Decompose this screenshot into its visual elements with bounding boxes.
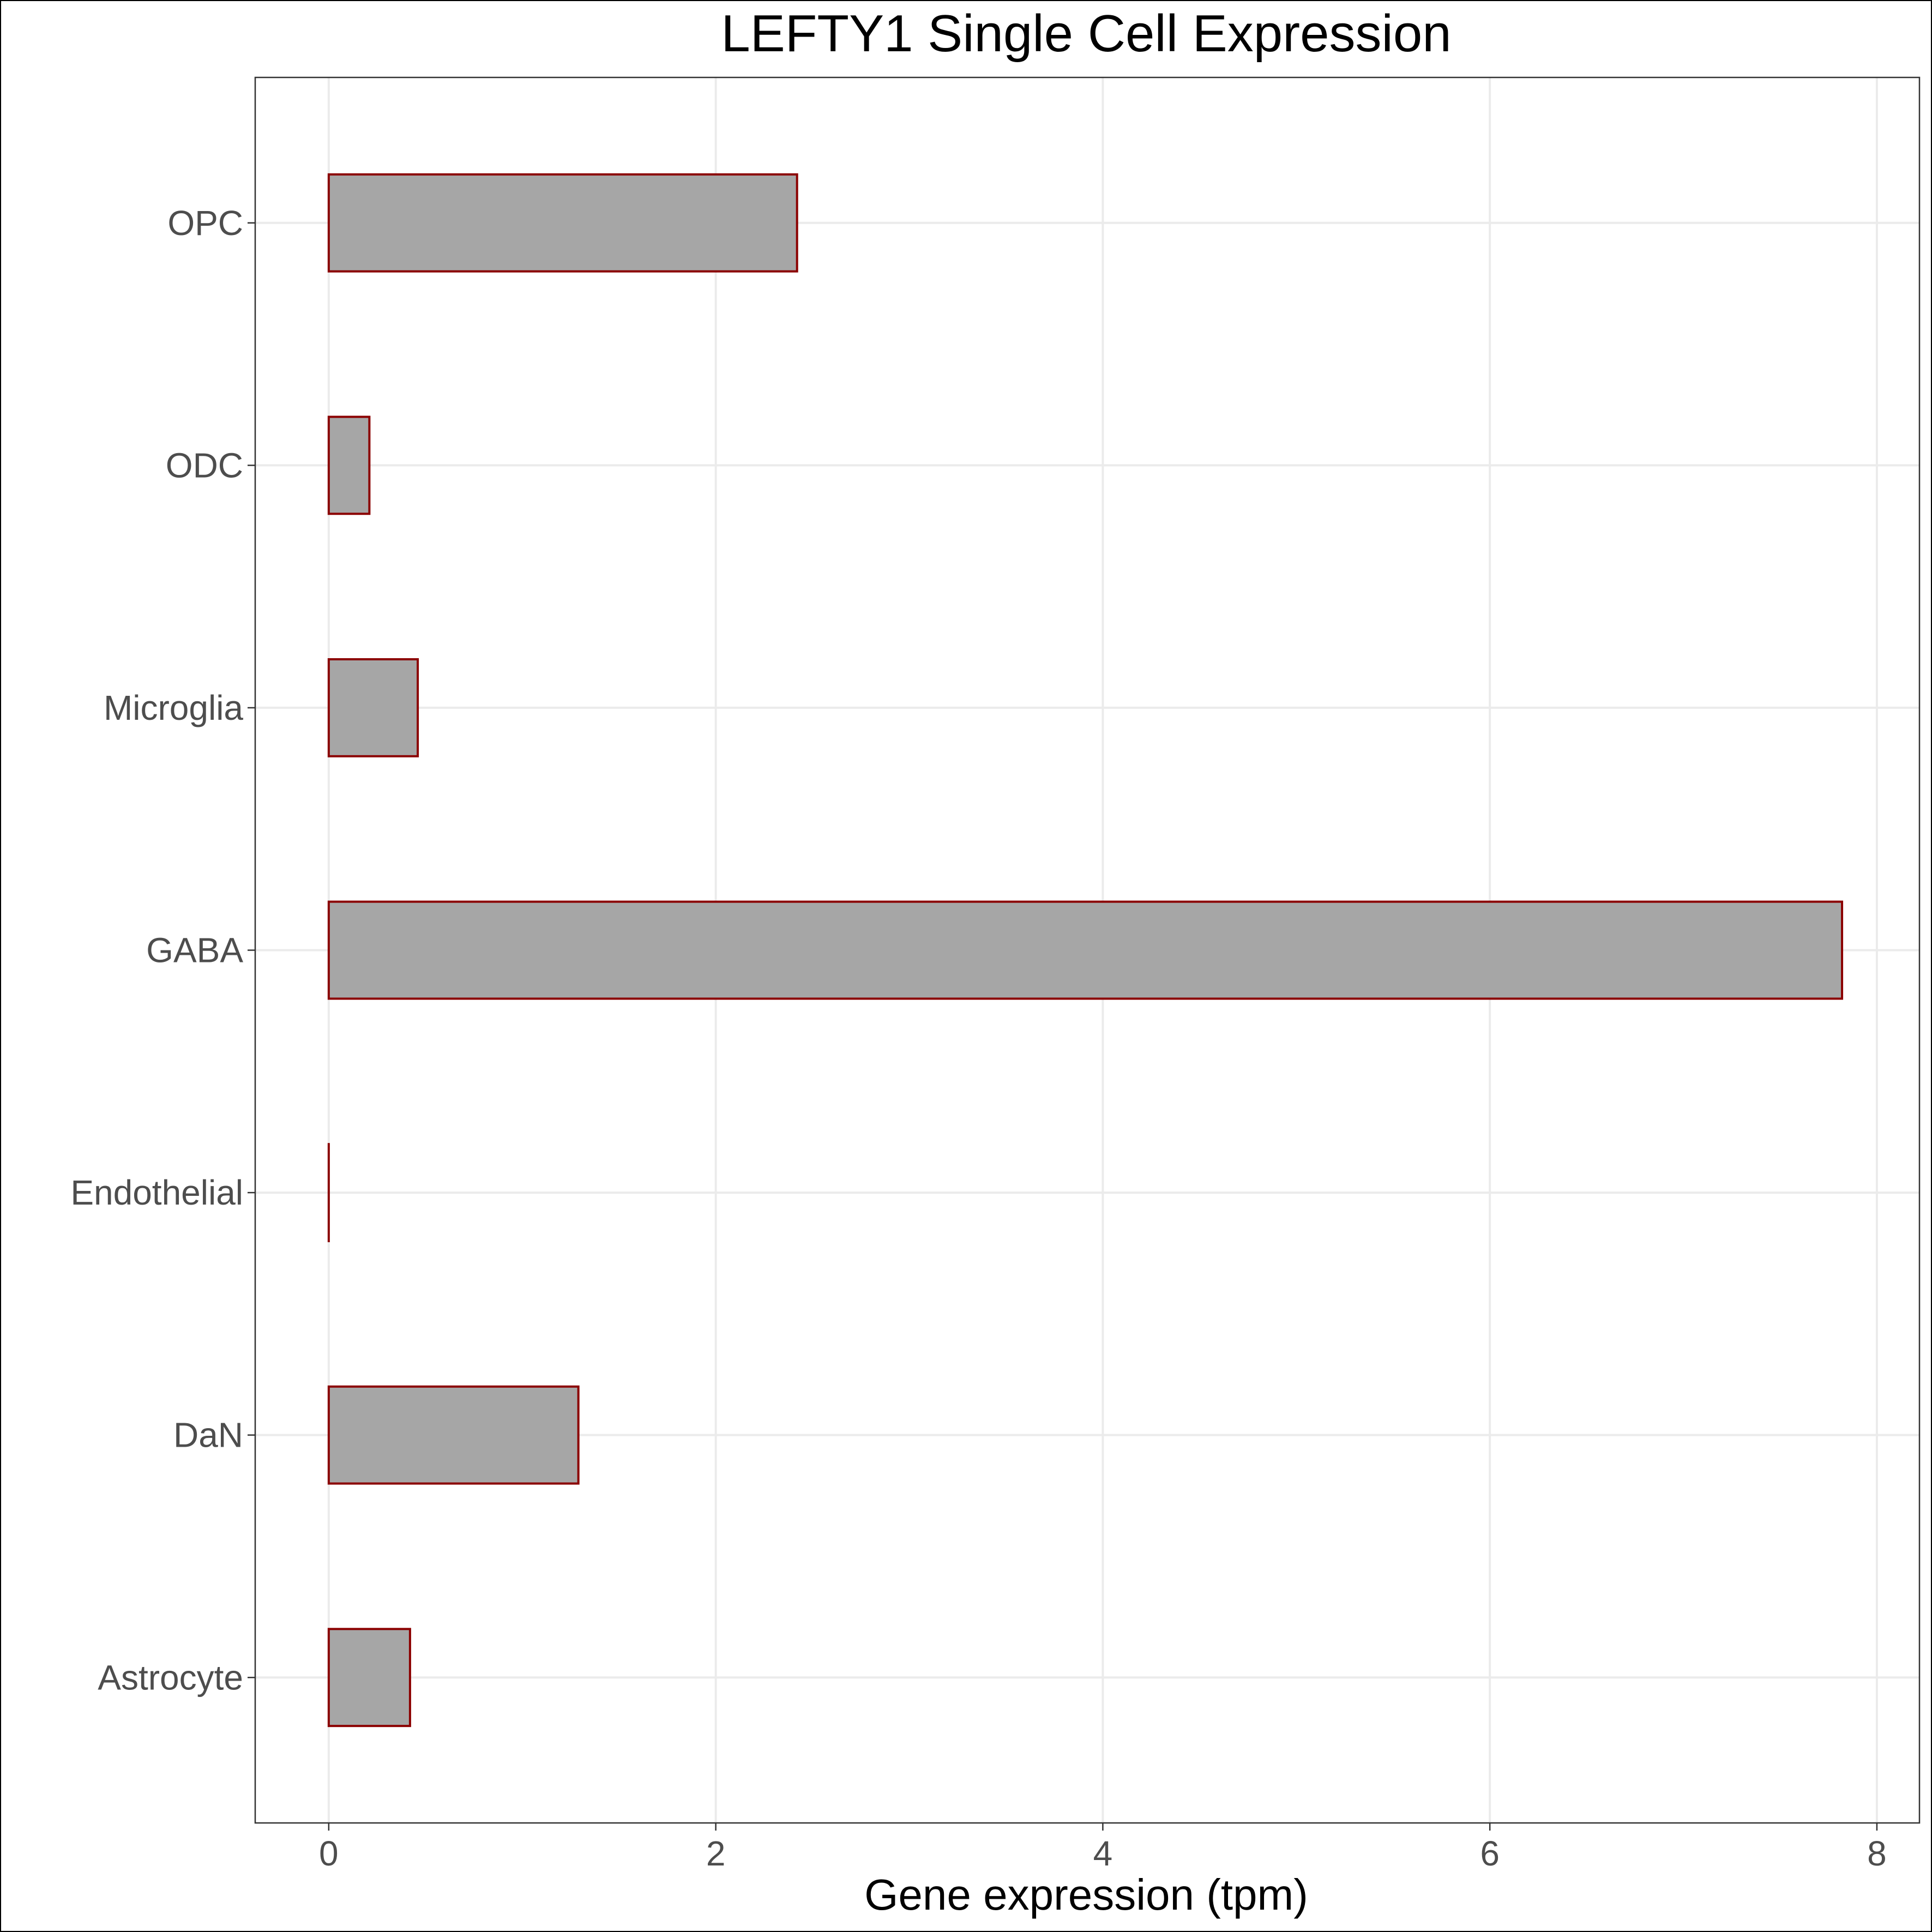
x-tick-label: 6 [1480,1834,1500,1873]
y-tick-label-endothelial: Endothelial [70,1173,243,1212]
bar-gaba [327,900,1844,1000]
bar-dan [327,1385,580,1485]
bar-odc [327,416,371,515]
bar-astrocyte [327,1628,411,1728]
bar-microglia [327,658,419,757]
bar-opc [327,173,798,273]
chart-title: LEFTY1 Single Cell Expression [721,4,1451,63]
y-tick-label-odc: ODC [166,446,243,485]
x-tick-label: 2 [706,1834,726,1873]
x-tick-label: 8 [1867,1834,1887,1873]
y-tick-label-gaba: GABA [146,931,243,970]
bars-layer [327,173,1844,1728]
axes-layer: 0 2 4 6 8 Astrocyte DaN Endothelial GABA Microgli… [70,203,1886,1873]
y-tick-label-microglia: Microglia [104,688,243,727]
y-tick-label-dan: DaN [173,1416,243,1455]
y-tick-label-astrocyte: Astrocyte [98,1658,243,1697]
x-axis-title: Gene expression (tpm) [864,1870,1308,1919]
y-tick-label-opc: OPC [167,203,243,243]
x-tick-label: 0 [319,1834,339,1873]
x-tick-label: 4 [1093,1834,1113,1873]
